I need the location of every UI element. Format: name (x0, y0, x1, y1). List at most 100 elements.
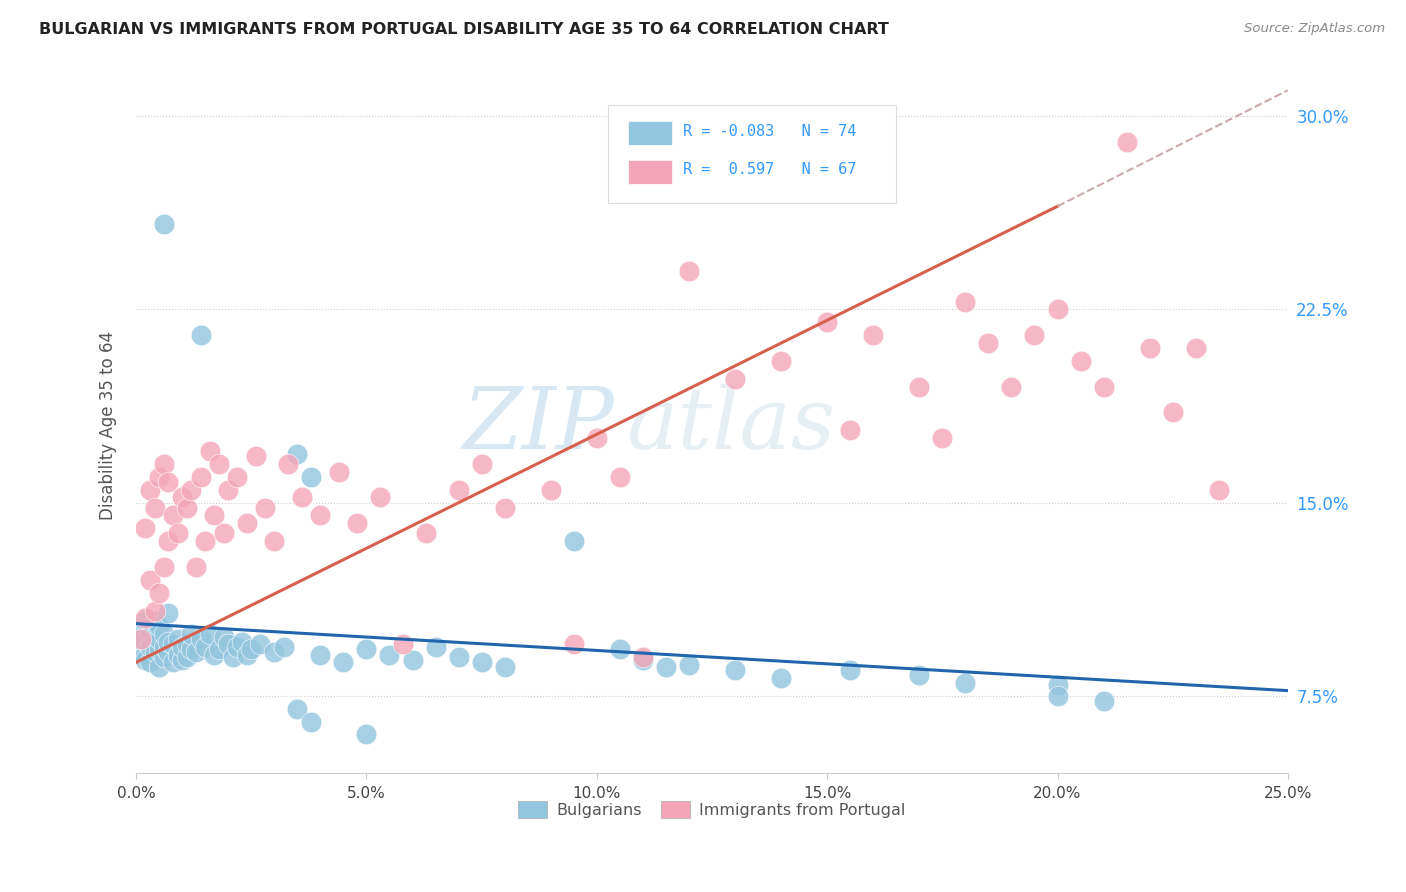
Point (139, 573, 162, 587)
Point (226, 640, 249, 654)
Point (770, 671, 793, 685)
Text: BULGARIAN VS IMMIGRANTS FROM PORTUGAL DISABILITY AGE 35 TO 64 CORRELATION CHART: BULGARIAN VS IMMIGRANTS FROM PORTUGAL DI… (39, 22, 889, 37)
Point (815, 315, 838, 329)
FancyBboxPatch shape (628, 160, 672, 184)
Point (392, 637, 415, 651)
Point (931, 431, 953, 445)
Point (180, 483, 202, 497)
Point (190, 328, 212, 343)
Point (180, 627, 202, 641)
Point (678, 657, 700, 672)
Point (134, 634, 156, 648)
Point (299, 470, 322, 484)
Point (134, 614, 156, 628)
Text: R =  0.597   N = 67: R = 0.597 N = 67 (683, 162, 856, 178)
Point (678, 263, 700, 277)
Point (129, 632, 152, 646)
Point (609, 470, 631, 484)
Point (471, 457, 494, 471)
Point (148, 660, 170, 674)
Point (309, 648, 332, 662)
Point (263, 645, 285, 659)
Point (309, 508, 332, 523)
Point (277, 457, 299, 471)
Point (425, 640, 447, 654)
Point (208, 457, 231, 471)
Point (134, 521, 156, 535)
Point (1161, 405, 1184, 419)
Point (631, 653, 654, 667)
Point (134, 648, 156, 662)
Point (285, 447, 308, 461)
Point (134, 611, 156, 625)
Point (562, 534, 585, 549)
Point (194, 534, 217, 549)
Point (190, 470, 212, 484)
Point (194, 640, 217, 654)
Point (157, 534, 180, 549)
Point (1208, 483, 1230, 497)
Point (198, 627, 221, 641)
Point (1184, 341, 1206, 355)
Point (198, 444, 221, 458)
Point (631, 650, 654, 665)
Point (415, 526, 437, 541)
Point (139, 640, 162, 654)
Point (235, 648, 257, 662)
Point (157, 634, 180, 648)
Point (204, 648, 226, 662)
Point (222, 650, 245, 665)
Point (152, 217, 174, 231)
Point (346, 516, 368, 531)
Point (157, 645, 180, 659)
Point (249, 637, 271, 651)
Point (328, 465, 350, 479)
Point (245, 449, 267, 463)
Point (217, 483, 239, 497)
Point (1000, 379, 1022, 393)
Point (1115, 135, 1137, 149)
Point (231, 634, 253, 648)
Text: Source: ZipAtlas.com: Source: ZipAtlas.com (1244, 22, 1385, 36)
Point (172, 640, 194, 654)
Point (129, 624, 152, 639)
Point (139, 483, 162, 497)
Point (172, 653, 194, 667)
Point (1046, 689, 1069, 703)
Point (1092, 694, 1115, 708)
Point (184, 645, 207, 659)
Point (1092, 379, 1115, 393)
Point (148, 585, 170, 599)
Point (770, 354, 793, 368)
Point (148, 619, 170, 633)
Point (176, 500, 198, 515)
Point (176, 637, 198, 651)
Point (184, 560, 207, 574)
Point (143, 645, 166, 659)
Point (299, 714, 322, 729)
Point (162, 637, 184, 651)
Point (562, 637, 585, 651)
Point (378, 648, 401, 662)
Point (273, 640, 295, 654)
Point (190, 632, 212, 646)
Point (143, 630, 166, 644)
Point (724, 663, 747, 677)
Point (162, 508, 184, 523)
Point (134, 653, 156, 667)
Point (285, 701, 308, 715)
Point (152, 627, 174, 641)
Point (157, 607, 180, 621)
Point (143, 604, 166, 618)
Point (908, 668, 931, 682)
Point (401, 653, 423, 667)
Point (447, 483, 470, 497)
Point (166, 648, 188, 662)
Point (540, 483, 562, 497)
Point (585, 431, 607, 445)
Point (212, 630, 235, 644)
Point (129, 634, 152, 648)
Point (471, 655, 494, 669)
Legend: Bulgarians, Immigrants from Portugal: Bulgarians, Immigrants from Portugal (512, 795, 912, 824)
Point (162, 655, 184, 669)
